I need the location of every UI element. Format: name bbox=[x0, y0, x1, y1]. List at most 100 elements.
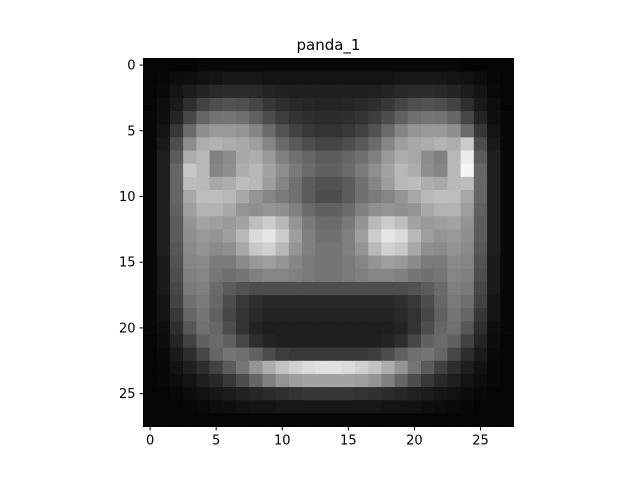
heatmap-cell bbox=[262, 413, 277, 427]
heatmap-cell bbox=[434, 163, 448, 178]
heatmap-cell bbox=[143, 111, 158, 125]
heatmap-cell bbox=[354, 347, 369, 362]
heatmap-cell bbox=[354, 242, 369, 257]
heatmap-cell bbox=[487, 347, 501, 362]
heatmap-cell bbox=[169, 373, 184, 388]
heatmap-cell bbox=[249, 163, 263, 178]
heatmap-cell bbox=[209, 150, 224, 165]
heatmap-cell bbox=[500, 268, 514, 283]
heatmap-cell bbox=[421, 150, 435, 165]
heatmap-cell bbox=[473, 334, 488, 349]
heatmap-cell bbox=[302, 97, 316, 112]
heatmap-cell bbox=[460, 268, 475, 283]
heatmap-cell bbox=[169, 334, 184, 349]
heatmap-cell bbox=[421, 216, 435, 230]
heatmap-cell bbox=[196, 308, 210, 322]
heatmap-cell bbox=[354, 321, 369, 335]
heatmap-cell bbox=[209, 176, 224, 191]
heatmap-cell bbox=[460, 387, 475, 401]
heatmap-cell bbox=[156, 268, 171, 283]
heatmap-cell bbox=[156, 321, 171, 335]
heatmap-cell bbox=[169, 255, 184, 270]
heatmap-cell bbox=[473, 308, 488, 322]
heatmap-cell bbox=[421, 111, 435, 125]
heatmap-cell bbox=[394, 373, 409, 388]
heatmap-cell bbox=[169, 124, 184, 138]
heatmap-cell bbox=[222, 242, 237, 257]
y-tick-label: 15 bbox=[119, 256, 136, 271]
heatmap-cell bbox=[341, 387, 356, 401]
heatmap-cell bbox=[315, 268, 329, 283]
heatmap-cell bbox=[381, 255, 395, 270]
heatmap-cell bbox=[394, 150, 409, 165]
heatmap-cell bbox=[156, 373, 171, 388]
heatmap-cell bbox=[434, 334, 448, 349]
heatmap-cell bbox=[222, 400, 237, 414]
heatmap-cell bbox=[487, 84, 501, 99]
heatmap-cell bbox=[249, 347, 263, 362]
heatmap-cell bbox=[262, 137, 277, 151]
heatmap-cell bbox=[487, 229, 501, 243]
heatmap-cell bbox=[434, 97, 448, 112]
heatmap-cell bbox=[143, 413, 158, 427]
heatmap-cell bbox=[394, 242, 409, 257]
heatmap-cell bbox=[183, 295, 197, 309]
heatmap-cell bbox=[262, 373, 277, 388]
heatmap-cell bbox=[487, 400, 501, 414]
heatmap-cell bbox=[447, 347, 462, 362]
heatmap-cell bbox=[328, 360, 343, 375]
heatmap-cell bbox=[302, 400, 316, 414]
heatmap-cell bbox=[368, 58, 382, 73]
heatmap-cell bbox=[487, 387, 501, 401]
heatmap-cell bbox=[249, 111, 263, 125]
heatmap-cell bbox=[196, 163, 210, 178]
heatmap-cell bbox=[500, 203, 514, 217]
heatmap-cell bbox=[447, 203, 462, 217]
heatmap-cell bbox=[209, 308, 224, 322]
heatmap-cell bbox=[407, 295, 422, 309]
heatmap-cell bbox=[368, 373, 382, 388]
heatmap-cell bbox=[236, 308, 250, 322]
heatmap-cell bbox=[302, 111, 316, 125]
heatmap-cell bbox=[460, 308, 475, 322]
heatmap-cell bbox=[288, 242, 303, 257]
heatmap-cell bbox=[196, 400, 210, 414]
heatmap-cell bbox=[143, 229, 158, 243]
heatmap-cell bbox=[487, 321, 501, 335]
heatmap-cell bbox=[275, 124, 290, 138]
heatmap-cell bbox=[341, 347, 356, 362]
heatmap-cell bbox=[394, 255, 409, 270]
heatmap-cell bbox=[447, 400, 462, 414]
heatmap-cell bbox=[262, 400, 277, 414]
heatmap-cell bbox=[236, 189, 250, 204]
heatmap-cell bbox=[156, 111, 171, 125]
heatmap-cell bbox=[209, 360, 224, 375]
heatmap-cell bbox=[473, 189, 488, 204]
heatmap-cell bbox=[421, 255, 435, 270]
heatmap-cell bbox=[460, 281, 475, 296]
heatmap-cell bbox=[407, 308, 422, 322]
heatmap-cell bbox=[236, 84, 250, 99]
heatmap-cell bbox=[341, 97, 356, 112]
heatmap-cell bbox=[328, 387, 343, 401]
heatmap-cell bbox=[183, 400, 197, 414]
heatmap-cell bbox=[222, 334, 237, 349]
heatmap-cell bbox=[500, 137, 514, 151]
heatmap-cell bbox=[302, 124, 316, 138]
heatmap-cell bbox=[447, 111, 462, 125]
heatmap-cell bbox=[156, 295, 171, 309]
heatmap-cell bbox=[315, 216, 329, 230]
heatmap-cell bbox=[354, 413, 369, 427]
heatmap-cell bbox=[368, 295, 382, 309]
heatmap-cell bbox=[487, 176, 501, 191]
heatmap-cell bbox=[288, 203, 303, 217]
heatmap-cell bbox=[394, 387, 409, 401]
heatmap-cell bbox=[143, 84, 158, 99]
heatmap-cell bbox=[143, 242, 158, 257]
heatmap-cell bbox=[169, 281, 184, 296]
heatmap-cell bbox=[249, 400, 263, 414]
heatmap-cell bbox=[447, 229, 462, 243]
heatmap-cell bbox=[447, 281, 462, 296]
heatmap-cell bbox=[381, 281, 395, 296]
